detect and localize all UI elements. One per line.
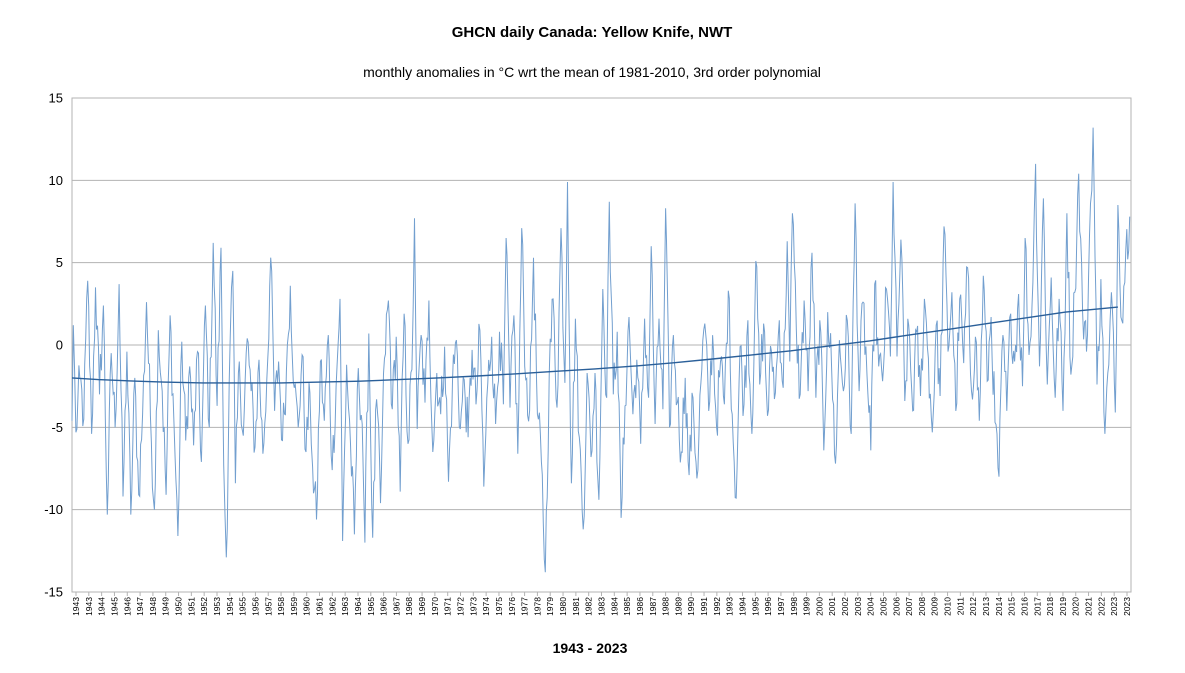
x-tick-label: 1950 [174,597,184,616]
x-tick-label: 2023 [1109,597,1119,616]
x-axis-label: 1943 - 2023 [553,640,628,656]
x-tick-label: 2006 [891,597,901,616]
x-tick-label: 1958 [276,597,286,616]
x-tick-label: 1979 [545,597,555,616]
y-tick-label: -15 [44,585,63,600]
x-tick-label: 1952 [199,597,209,616]
x-tick-label: 1968 [404,597,414,616]
x-tick-label: 1945 [109,597,119,616]
x-tick-label: 2013 [981,597,991,616]
x-tick-label: 1943 [71,597,81,616]
y-axis-ticks: -15 -10 -5 0 5 10 15 [44,91,63,600]
x-tick-label: 1980 [558,597,568,616]
x-tick-label: 1991 [699,597,709,616]
x-tick-label: 1961 [315,597,325,616]
x-tick-label: 1953 [212,597,222,616]
x-tick-label: 1976 [507,597,517,616]
y-tick-label: -5 [51,420,63,435]
x-tick-label: 1981 [571,597,581,616]
x-tick-label: 2016 [1019,597,1029,616]
x-tick-label: 1967 [391,597,401,616]
x-tick-label: 1960 [302,597,312,616]
x-tick-label: 1997 [776,597,786,616]
x-tick-label: 1983 [597,597,607,616]
x-tick-label: 1955 [238,597,248,616]
x-tick-label: 2003 [853,597,863,616]
x-tick-label: 1971 [443,597,453,616]
x-tick-label: 2001 [827,597,837,616]
x-tick-label: 1999 [802,597,812,616]
y-tick-label: 10 [49,173,63,188]
x-tick-label: 1986 [635,597,645,616]
x-tick-label: 2004 [866,597,876,616]
x-tick-label: 2018 [1045,597,1055,616]
y-tick-label: -10 [44,502,63,517]
x-tick-label: 1984 [609,597,619,616]
x-tick-label: 1948 [148,597,158,616]
x-tick-label: 2008 [917,597,927,616]
x-tick-label: 1954 [225,597,235,616]
y-tick-label: 0 [56,338,63,353]
x-tick-label: 2019 [1058,597,1068,616]
x-tick-label: 1990 [686,597,696,616]
x-tick-label: 1959 [289,597,299,616]
x-tick-label: 1977 [520,597,530,616]
x-tick-label: 1946 [122,597,132,616]
x-tick-label: 2020 [1071,597,1081,616]
x-tick-label: 1987 [648,597,658,616]
x-axis-ticks: 1943 1943 1944 1945 1946 1947 1948 1949 1950 1951… [71,592,1132,616]
x-tick-label: 1970 [430,597,440,616]
x-tick-label: 1982 [584,597,594,616]
x-tick-label: 1992 [712,597,722,616]
x-tick-label: 2017 [1032,597,1042,616]
y-tick-label: 15 [49,91,63,106]
series-line-monthly-anomaly [71,127,1131,573]
x-tick-label: 1963 [340,597,350,616]
x-tick-label: 1962 [327,597,337,616]
x-tick-label: 1947 [135,597,145,616]
x-tick-label: 1975 [494,597,504,616]
x-tick-label: 1943 [84,597,94,616]
x-tick-label: 1973 [468,597,478,616]
chart-title: GHCN daily Canada: Yellow Knife, NWT [452,24,733,41]
x-tick-label: 1996 [763,597,773,616]
series-line-polynomial-trend [71,306,1118,384]
x-tick-label: 2002 [840,597,850,616]
x-tick-label: 1978 [532,597,542,616]
x-tick-label: 2015 [1007,597,1017,616]
x-tick-label: 1988 [661,597,671,616]
x-tick-label: 1957 [263,597,273,616]
x-tick-label: 2014 [994,597,1004,616]
x-tick-label: 1993 [725,597,735,616]
x-tick-label: 2010 [943,597,953,616]
x-tick-label: 1964 [353,597,363,616]
x-tick-label: 1998 [789,597,799,616]
x-tick-label: 2011 [955,597,965,616]
x-tick-label: 2023 [1122,597,1132,616]
x-tick-label: 1974 [481,597,491,616]
x-tick-label: 2022 [1096,597,1106,616]
chart-subtitle: monthly anomalies in °C wrt the mean of … [363,64,821,80]
y-tick-label: 5 [56,255,63,270]
x-tick-label: 2005 [878,597,888,616]
x-tick-label: 2012 [968,597,978,616]
x-tick-label: 1995 [750,597,760,616]
x-tick-label: 1985 [622,597,632,616]
x-tick-label: 2009 [930,597,940,616]
x-tick-label: 2007 [904,597,914,616]
x-tick-label: 1994 [737,597,747,616]
x-tick-label: 1969 [417,597,427,616]
x-tick-label: 1965 [366,597,376,616]
x-tick-label: 1972 [456,597,466,616]
x-tick-label: 2021 [1084,597,1094,616]
x-tick-label: 1949 [161,597,171,616]
x-tick-label: 1966 [379,597,389,616]
x-tick-label: 1956 [250,597,260,616]
x-tick-label: 1944 [97,597,107,616]
x-tick-label: 1989 [673,597,683,616]
x-tick-label: 2000 [814,597,824,616]
x-tick-label: 1951 [186,597,196,616]
